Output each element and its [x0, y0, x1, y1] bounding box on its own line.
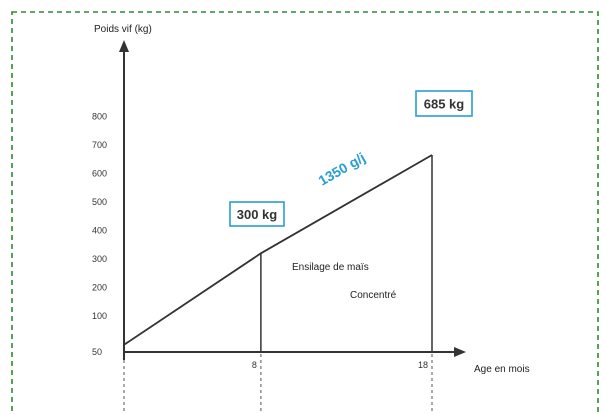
- y-axis-label: Poids vif (kg): [94, 24, 152, 35]
- y-tick-label: 300: [92, 254, 107, 264]
- point-labels: 300 kg 685 kg: [229, 90, 473, 227]
- x-tick-label: 18: [418, 360, 428, 370]
- y-tick-label: 700: [92, 140, 107, 150]
- y-tick-label: 100: [92, 311, 107, 321]
- y-tick-label: 600: [92, 169, 107, 179]
- y-tick-label: 500: [92, 197, 107, 207]
- annotation-ensilage: Ensilage de maïs: [292, 262, 369, 273]
- y-tick-label: 800: [92, 112, 107, 122]
- point-label-box: [415, 90, 473, 117]
- x-ticks: 8 18: [252, 360, 428, 370]
- axes: [119, 40, 466, 360]
- y-axis-arrow: [119, 40, 129, 52]
- growth-line: [123, 154, 433, 346]
- series: [123, 154, 433, 346]
- guide-lines: [123, 154, 433, 414]
- point-label: 300 kg: [237, 207, 278, 222]
- x-axis-label: Age en mois: [474, 364, 530, 375]
- y-tick-label: 50: [92, 347, 102, 357]
- y-ticks: 50 100 200 300 400 500 600 700 800: [92, 112, 107, 358]
- y-tick-label: 200: [92, 283, 107, 293]
- point-label: 685 kg: [424, 97, 465, 112]
- x-tick-label: 8: [252, 360, 257, 370]
- dashed-frame: [11, 11, 599, 414]
- x-axis-arrow: [454, 347, 466, 357]
- annotation-concentre: Concentré: [350, 290, 397, 301]
- point-label-box: [229, 201, 285, 227]
- rate-label: 1350 g/j: [316, 149, 369, 188]
- y-tick-label: 400: [92, 226, 107, 236]
